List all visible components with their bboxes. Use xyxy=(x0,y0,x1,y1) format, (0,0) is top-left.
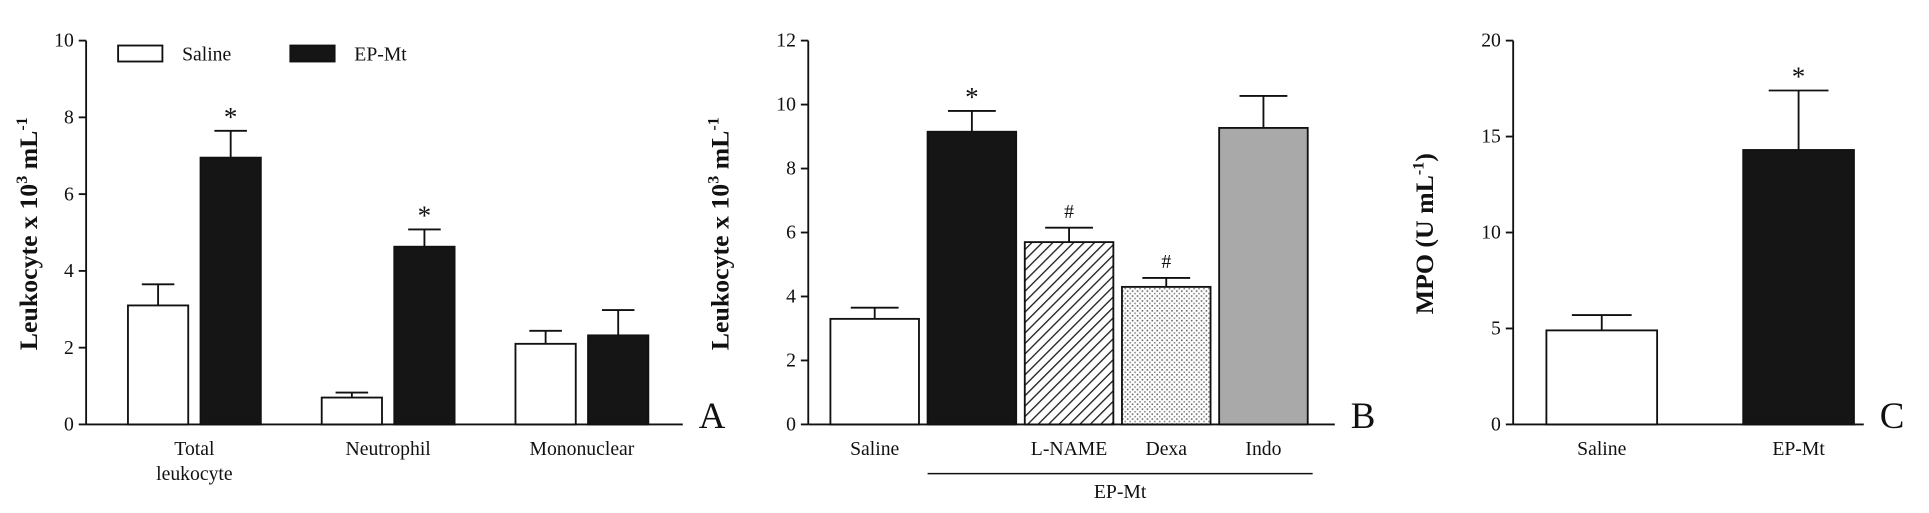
bar xyxy=(1023,241,1115,426)
x-tick-label: Indo xyxy=(1245,438,1281,460)
legend-swatch xyxy=(117,44,164,63)
legend-swatch xyxy=(289,44,336,63)
y-tick-label: 20 xyxy=(1481,30,1501,52)
y-label-part: mL xyxy=(14,131,43,176)
y-label-part: mL xyxy=(705,131,734,176)
y-tick-label: 8 xyxy=(64,107,74,129)
y-tick-label: 0 xyxy=(1491,414,1501,436)
y-tick-label: 6 xyxy=(64,183,74,205)
bar xyxy=(199,156,262,426)
y-label-sup: 3 xyxy=(14,176,31,184)
x-tick-label: EP-Mt xyxy=(1772,438,1825,460)
legend-label: EP-Mt xyxy=(354,43,407,65)
bar xyxy=(1545,329,1659,426)
significance-mark: # xyxy=(1161,251,1171,273)
panel-letter: A xyxy=(699,395,726,436)
bar xyxy=(514,342,577,426)
bar xyxy=(829,317,920,426)
x-tick-label: Saline xyxy=(1577,438,1626,460)
bar xyxy=(1121,285,1212,426)
y-tick-label: 0 xyxy=(64,414,74,436)
y-tick-label: 10 xyxy=(54,30,74,52)
group-label: EP-Mt xyxy=(1094,481,1147,503)
y-tick-label: 4 xyxy=(64,260,74,282)
y-label-part: MPO (U mL xyxy=(1410,175,1439,314)
y-label-sup: 3 xyxy=(705,176,722,184)
y-tick-label: 10 xyxy=(776,94,796,116)
x-tick-label: Mononuclear xyxy=(529,438,634,460)
significance-mark: * xyxy=(1792,62,1806,92)
bar xyxy=(1742,149,1855,426)
x-tick-label: Dexa xyxy=(1145,438,1187,460)
y-tick-label: 0 xyxy=(786,414,796,436)
legend-label: Saline xyxy=(182,43,231,65)
bar xyxy=(926,130,1018,426)
y-label-sup: -1 xyxy=(1410,162,1427,175)
y-label-part: Leukocyte x 10 xyxy=(14,184,43,350)
y-tick-label: 12 xyxy=(776,30,796,52)
x-tick-label: L-NAME xyxy=(1031,438,1108,460)
significance-mark: * xyxy=(224,102,238,132)
significance-mark: # xyxy=(1064,201,1074,223)
y-tick-label: 10 xyxy=(1481,222,1501,244)
bar xyxy=(127,304,190,426)
x-tick-label: Neutrophil xyxy=(346,438,432,460)
panel-letter: B xyxy=(1351,395,1376,436)
y-tick-label: 2 xyxy=(786,350,796,372)
y-label-sup: -1 xyxy=(705,117,722,130)
y-label-sup: -1 xyxy=(14,117,31,130)
bar xyxy=(587,334,650,426)
significance-mark: * xyxy=(418,201,432,231)
y-tick-label: 8 xyxy=(786,158,796,180)
y-tick-label: 6 xyxy=(786,222,796,244)
bar xyxy=(393,245,456,426)
y-label-part: ) xyxy=(1410,153,1439,162)
panel-letter: C xyxy=(1880,395,1905,436)
y-axis-label: MPO (U mL-1) xyxy=(1410,153,1439,314)
y-axis-label: Leukocyte x 103 mL-1 xyxy=(14,117,43,350)
x-tick-label: Saline xyxy=(850,438,899,460)
y-axis-label: Leukocyte x 103 mL-1 xyxy=(705,117,734,350)
y-tick-label: 15 xyxy=(1481,126,1501,148)
x-tick-label: Total leukocyte xyxy=(156,438,233,485)
bar xyxy=(1218,126,1309,426)
y-tick-label: 5 xyxy=(1491,318,1501,340)
y-tick-label: 4 xyxy=(786,286,796,308)
y-label-part: Leukocyte x 10 xyxy=(705,184,734,350)
significance-mark: * xyxy=(965,82,979,112)
bar xyxy=(320,396,383,426)
y-tick-label: 2 xyxy=(64,337,74,359)
